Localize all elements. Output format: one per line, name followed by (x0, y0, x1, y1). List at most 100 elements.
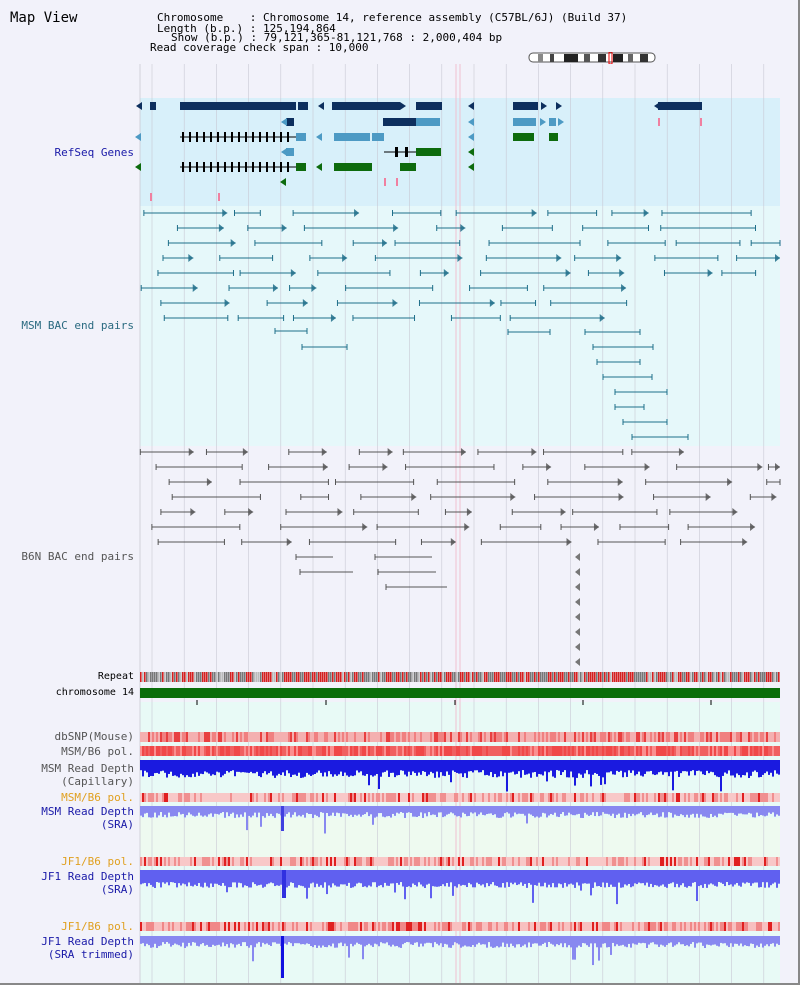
depth-bar (494, 936, 496, 948)
depth-bar (308, 806, 310, 815)
heatmap-cell (502, 793, 504, 802)
depth-bar (258, 936, 260, 943)
heatmap-cell (182, 746, 184, 756)
heatmap-cell (464, 732, 466, 742)
track-label-dbsnp[interactable]: dbSNP(Mouse) (54, 730, 134, 743)
track-label-msm-b6-pol-2[interactable]: MSM/B6 pol. (61, 791, 134, 804)
repeat-segment (360, 672, 362, 682)
heatmap-cell (232, 793, 234, 802)
heatmap-cell (190, 857, 192, 866)
depth-bar (246, 870, 248, 886)
bac-arrow (192, 284, 198, 292)
heatmap-cell (646, 746, 648, 756)
heatmap-cell (730, 793, 732, 802)
heatmap-cell (564, 732, 566, 742)
heatmap-cell (554, 793, 556, 802)
heatmap-cell (432, 732, 434, 742)
heatmap-cell (182, 922, 184, 931)
track-label-msm-b6-pol[interactable]: MSM/B6 pol. (61, 745, 134, 758)
depth-bar (352, 870, 354, 888)
heatmap-cell (466, 732, 468, 742)
track-label-msm-depth-cap[interactable]: MSM Read Depth (41, 762, 134, 775)
depth-bar (628, 870, 630, 884)
depth-bar (240, 806, 242, 815)
heatmap-cell (212, 732, 214, 742)
heatmap-cell (404, 746, 406, 756)
heatmap-cell (422, 793, 424, 802)
depth-bar (624, 936, 626, 947)
heatmap-cell (778, 922, 780, 931)
heatmap-cell (172, 857, 174, 866)
repeat-segment (230, 672, 232, 682)
gene-exon (395, 147, 398, 157)
track-label-msm-depth-sra[interactable]: MSM Read Depth (41, 805, 134, 818)
depth-bar (706, 760, 708, 771)
depth-bar (486, 870, 488, 884)
heatmap-cell (690, 857, 692, 866)
track-label-msm-bac[interactable]: MSM BAC end pairs (21, 319, 134, 332)
heatmap-cell (358, 732, 360, 742)
depth-bar (654, 760, 656, 776)
repeat-segment (544, 672, 546, 682)
heatmap-cell (300, 793, 302, 802)
repeat-segment (178, 672, 180, 682)
heatmap-cell (366, 793, 368, 802)
heatmap-cell (482, 732, 484, 742)
heatmap-cell (710, 793, 712, 802)
heatmap-cell (760, 922, 762, 931)
repeat-segment (470, 672, 472, 682)
heatmap-cell (226, 793, 228, 802)
track-label-jf1-b6-pol[interactable]: JF1/B6 pol. (61, 855, 134, 868)
heatmap-cell (236, 746, 238, 756)
heatmap-cell (304, 732, 306, 742)
heatmap-cell (714, 793, 716, 802)
heatmap-cell (688, 732, 690, 742)
heatmap-cell (730, 857, 732, 866)
heatmap-cell (278, 746, 280, 756)
depth-bar (542, 806, 544, 813)
heatmap-cell (158, 746, 160, 756)
track-label-jf1-depth-sra[interactable]: JF1 Read Depth (41, 870, 134, 883)
bac-arrow (382, 463, 388, 471)
track-label-b6n-bac[interactable]: B6N BAC end pairs (21, 550, 134, 563)
heatmap-cell (416, 793, 418, 802)
track-label-repeat[interactable]: Repeat (97, 671, 134, 682)
repeat-segment (310, 672, 312, 682)
depth-bar (152, 806, 154, 818)
depth-bar (256, 936, 258, 944)
depth-bar (220, 870, 222, 886)
depth-bar (534, 760, 536, 772)
depth-bar (332, 870, 334, 884)
depth-bar (552, 760, 554, 777)
depth-bar (240, 870, 242, 884)
heatmap-cell (208, 746, 210, 756)
heatmap-cell (638, 793, 640, 802)
track-label-chromosome[interactable]: chromosome 14 (55, 687, 134, 698)
chromosome-ideogram[interactable] (528, 52, 658, 64)
depth-bar (430, 936, 432, 944)
track-label-refseq[interactable]: RefSeq Genes (54, 146, 134, 159)
depth-bar (592, 760, 594, 775)
depth-bar (232, 760, 234, 771)
heatmap-cell (380, 746, 382, 756)
heatmap-cell (626, 746, 628, 756)
repeat-segment (618, 672, 620, 682)
depth-bar (518, 806, 520, 814)
heatmap-cell (476, 746, 478, 756)
heatmap-cell (508, 793, 510, 802)
track-label-jf1-b6-pol-2[interactable]: JF1/B6 pol. (61, 920, 134, 933)
depth-bar (622, 760, 624, 778)
depth-bar (392, 806, 394, 814)
heatmap-cell (710, 922, 712, 931)
heatmap-cell (620, 793, 622, 802)
gene-exon (210, 162, 212, 172)
heatmap-cell (764, 857, 766, 866)
heatmap-cell (530, 793, 532, 802)
heatmap-cell (296, 922, 298, 931)
heatmap-cell (204, 922, 206, 931)
depth-bar (400, 760, 402, 771)
repeat-segment (420, 672, 422, 682)
track-label-jf1-depth-trim[interactable]: JF1 Read Depth (41, 935, 134, 948)
depth-bar (268, 936, 270, 945)
